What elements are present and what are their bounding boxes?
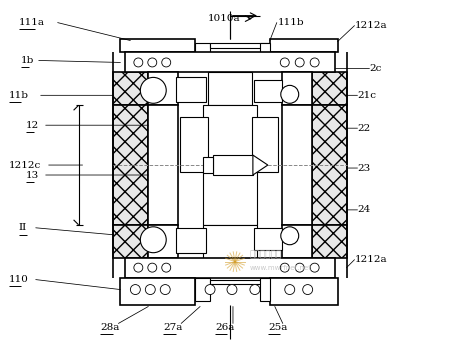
- Circle shape: [162, 263, 171, 272]
- Bar: [113, 225, 148, 258]
- Circle shape: [134, 58, 143, 67]
- Bar: [312, 105, 346, 225]
- Bar: [254, 228, 282, 250]
- Text: 1b: 1b: [21, 56, 34, 65]
- Circle shape: [148, 58, 157, 67]
- Text: 1212a: 1212a: [355, 21, 387, 30]
- Bar: [113, 105, 148, 225]
- Circle shape: [145, 285, 155, 295]
- Circle shape: [227, 285, 237, 295]
- Bar: [148, 72, 178, 105]
- Bar: [180, 117, 208, 172]
- Bar: [203, 105, 257, 225]
- Text: 13: 13: [26, 170, 39, 180]
- Text: 11b: 11b: [9, 91, 29, 100]
- Text: 111b: 111b: [278, 18, 304, 27]
- Text: 27a: 27a: [163, 323, 183, 332]
- Text: www.mwrfnet.net: www.mwrfnet.net: [250, 264, 312, 271]
- Bar: [210, 280, 270, 284]
- Bar: [195, 43, 210, 53]
- Text: 21c: 21c: [357, 91, 377, 100]
- Bar: [213, 155, 253, 175]
- Circle shape: [281, 85, 299, 103]
- Bar: [270, 278, 338, 305]
- Circle shape: [285, 285, 295, 295]
- Text: II: II: [19, 223, 27, 232]
- Text: 22: 22: [357, 124, 371, 133]
- Bar: [203, 157, 213, 173]
- Bar: [210, 43, 270, 48]
- Bar: [260, 278, 270, 301]
- Circle shape: [205, 285, 215, 295]
- Circle shape: [162, 58, 171, 67]
- Bar: [126, 53, 334, 72]
- Bar: [148, 105, 178, 225]
- Circle shape: [295, 58, 304, 67]
- Bar: [203, 225, 257, 258]
- Circle shape: [280, 263, 289, 272]
- Text: 24: 24: [357, 206, 371, 214]
- Circle shape: [134, 263, 143, 272]
- Text: 28a: 28a: [100, 323, 120, 332]
- Bar: [195, 278, 210, 301]
- Bar: [121, 39, 195, 53]
- Circle shape: [148, 263, 157, 272]
- Text: 111a: 111a: [19, 18, 45, 27]
- Circle shape: [250, 285, 260, 295]
- Text: 微波射频网网: 微波射频网网: [250, 250, 282, 259]
- Bar: [312, 72, 346, 105]
- Bar: [252, 117, 278, 172]
- Text: 26a: 26a: [215, 323, 234, 332]
- Circle shape: [281, 227, 299, 245]
- Circle shape: [310, 263, 319, 272]
- Bar: [126, 258, 334, 278]
- Bar: [312, 225, 346, 258]
- Circle shape: [280, 58, 289, 67]
- Bar: [260, 43, 270, 53]
- Bar: [121, 278, 195, 305]
- Text: 25a: 25a: [268, 323, 287, 332]
- Bar: [282, 72, 312, 105]
- Bar: [282, 105, 312, 225]
- Circle shape: [303, 285, 313, 295]
- Polygon shape: [253, 155, 268, 175]
- Bar: [282, 225, 312, 258]
- Text: 1212c: 1212c: [9, 160, 41, 170]
- Bar: [176, 77, 206, 102]
- Text: 2c: 2c: [369, 64, 382, 73]
- Bar: [270, 39, 338, 53]
- Text: 1212a: 1212a: [355, 255, 387, 264]
- Circle shape: [130, 285, 140, 295]
- Text: 1010a: 1010a: [208, 14, 241, 23]
- Bar: [176, 228, 206, 253]
- Circle shape: [160, 285, 170, 295]
- Text: 110: 110: [9, 275, 29, 284]
- Bar: [208, 72, 252, 105]
- Bar: [148, 225, 178, 258]
- Text: 12: 12: [26, 121, 39, 130]
- Circle shape: [140, 77, 166, 103]
- Circle shape: [310, 58, 319, 67]
- Bar: [254, 80, 282, 102]
- Circle shape: [295, 263, 304, 272]
- Text: 23: 23: [357, 164, 371, 173]
- Circle shape: [140, 227, 166, 253]
- Bar: [113, 72, 148, 105]
